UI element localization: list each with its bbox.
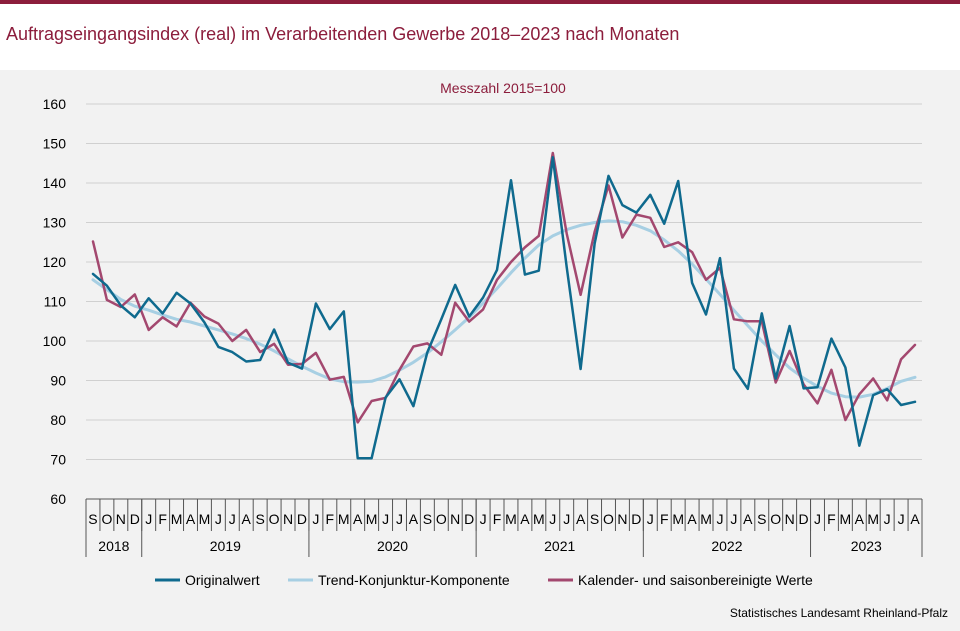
month-label: J: [396, 511, 403, 527]
month-label: N: [283, 511, 293, 527]
month-label: O: [436, 511, 447, 527]
year-label: 2022: [711, 538, 742, 554]
month-label: A: [242, 511, 252, 527]
month-label: M: [505, 511, 517, 527]
month-label: N: [617, 511, 627, 527]
month-label: F: [326, 511, 335, 527]
month-label: A: [910, 511, 920, 527]
y-tick-label: 60: [50, 491, 66, 507]
month-label: J: [716, 511, 723, 527]
month-label: M: [366, 511, 378, 527]
legend-label-original: Originalwert: [185, 572, 260, 588]
series-layer: [91, 151, 917, 460]
month-label: F: [493, 511, 502, 527]
month-label: D: [130, 511, 140, 527]
y-tick-label: 120: [43, 254, 67, 270]
grid-layer: [86, 103, 922, 460]
legend-label-seasonal: Kalender- und saisonbereinigte Werte: [578, 572, 813, 588]
y-tick-label: 80: [50, 412, 66, 428]
month-label: S: [255, 511, 264, 527]
y-tick-label: 110: [44, 294, 67, 310]
series-line-original: [91, 156, 917, 460]
chart-subtitle: Messzahl 2015=100: [440, 80, 566, 96]
year-label: 2018: [98, 538, 129, 554]
year-label: 2021: [544, 538, 575, 554]
month-label: O: [603, 511, 614, 527]
series-line-seasonal: [91, 151, 917, 424]
month-label: M: [199, 511, 211, 527]
month-label: J: [730, 511, 737, 527]
legend: Originalwert Trend-Konjunktur-Komponente K…: [155, 572, 813, 588]
month-label: S: [590, 511, 599, 527]
month-label: J: [312, 511, 319, 527]
y-tick-label: 150: [43, 136, 67, 152]
month-label: A: [576, 511, 586, 527]
legend-label-trend: Trend-Konjunktur-Komponente: [318, 572, 510, 588]
month-label: D: [464, 511, 474, 527]
month-label: J: [549, 511, 556, 527]
month-label: A: [687, 511, 697, 527]
y-tick-label: 100: [43, 333, 67, 349]
month-label: M: [700, 511, 712, 527]
month-label: A: [520, 511, 530, 527]
month-label: S: [88, 511, 97, 527]
month-label: S: [757, 511, 766, 527]
y-tick-label: 130: [43, 215, 67, 231]
month-label: M: [533, 511, 545, 527]
y-tick-label: 160: [43, 96, 67, 112]
month-label: N: [785, 511, 795, 527]
page-title: Auftragseingangsindex (real) im Verarbei…: [6, 24, 680, 44]
month-label: A: [743, 511, 753, 527]
month-label: J: [229, 511, 236, 527]
month-label: O: [770, 511, 781, 527]
month-label: D: [297, 511, 307, 527]
month-label: M: [338, 511, 350, 527]
month-label: M: [672, 511, 684, 527]
month-label: A: [855, 511, 865, 527]
month-label: J: [215, 511, 222, 527]
month-label: O: [269, 511, 280, 527]
month-label: J: [563, 511, 570, 527]
source-note: Statistisches Landesamt Rheinland-Pfalz: [729, 606, 948, 620]
month-label: D: [631, 511, 641, 527]
y-tick-label: 140: [43, 175, 67, 191]
month-label: J: [145, 511, 152, 527]
month-label: J: [480, 511, 487, 527]
month-label: J: [647, 511, 654, 527]
month-label: J: [814, 511, 821, 527]
year-label: 2023: [851, 538, 882, 554]
y-tick-label: 90: [50, 373, 66, 389]
month-label: A: [409, 511, 419, 527]
month-label: S: [423, 511, 432, 527]
chart-panel: [0, 70, 960, 631]
series-line-trend: [91, 219, 917, 399]
month-label: A: [186, 511, 196, 527]
month-label: F: [660, 511, 669, 527]
month-label: J: [884, 511, 891, 527]
month-label: M: [867, 511, 879, 527]
month-label: O: [101, 511, 112, 527]
month-label: N: [450, 511, 460, 527]
month-label: N: [116, 511, 126, 527]
month-label: J: [382, 511, 389, 527]
year-label: 2020: [377, 538, 408, 554]
month-label: J: [898, 511, 905, 527]
month-label: F: [158, 511, 167, 527]
year-label: 2019: [210, 538, 241, 554]
top-accent-bar: [0, 0, 960, 4]
month-label: M: [171, 511, 183, 527]
month-label: A: [353, 511, 363, 527]
month-label: D: [799, 511, 809, 527]
month-label: M: [840, 511, 852, 527]
month-label: F: [827, 511, 836, 527]
y-tick-label: 70: [50, 452, 66, 468]
